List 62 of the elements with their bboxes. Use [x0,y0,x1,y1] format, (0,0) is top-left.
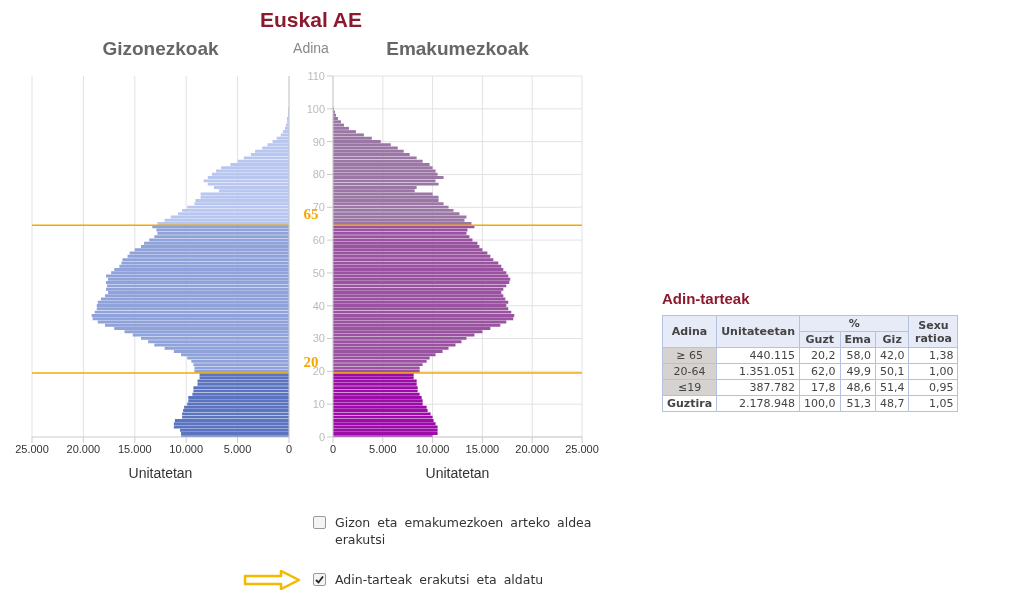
text: 51,3 [846,397,871,410]
text: 58,0 [846,349,871,362]
text: 49,9 [846,365,871,378]
y-tick-label: 10 [312,398,325,411]
x-tick-label: 10.000 [415,442,450,455]
y-tick-label: 110 [307,69,325,82]
x-tick-label: 20.000 [66,442,101,455]
category-label: 20-64 [673,365,706,378]
y-tick-label: 90 [312,135,325,148]
x-tick-label: 0 [285,442,293,455]
text: Gizon eta emakumezkoen arteko aldea erakutsi [335,514,593,548]
text: 48,6 [846,381,871,394]
text: 440.115 [749,349,796,362]
x-tick-label: 25.000 [565,442,599,455]
text: 0,95 [928,381,954,394]
text: Adina [662,315,717,348]
x-axis-title: Unitatetan [425,465,490,481]
text: % [799,315,909,332]
text: 51,4 [879,381,905,394]
text: 48,7 [879,397,905,410]
x-tick-label: 5.000 [223,442,252,455]
y-tick-label: 60 [312,234,325,246]
y-tick-label: 100 [306,102,325,115]
x-tick-label: 10.000 [169,442,204,455]
text: 1,05 [928,397,954,410]
text: 2.178.948 [739,397,796,410]
text: 17,8 [811,381,836,394]
category-label: ≤19 [677,381,702,394]
chart-title: Euskal AE [259,8,363,32]
y-tick-label: 80 [312,168,325,181]
x-tick-label: 15.000 [117,442,152,455]
category-label: Sexu ratioa [908,315,958,348]
category-label: ≥ 65 [676,349,703,362]
text: 50,1 [879,365,905,378]
text: 62,0 [811,365,836,378]
y-tick-label: 50 [312,266,325,279]
text: Adin-tarteak [662,290,751,307]
text: 1.351.051 [739,365,796,378]
x-tick-label: 0 [329,442,337,455]
category-label: Guztira [667,397,713,410]
category-label: Giz [875,331,909,348]
y-tick-label: 0 [318,430,325,443]
y-tick-label: 30 [312,332,325,345]
chart-subtitle: Emakumezkoak [385,38,530,60]
x-tick-label: 25.000 [15,442,49,455]
y-axis-title: Adina [292,40,330,56]
x-tick-label: 5.000 [369,442,397,455]
y-tick-label: 40 [312,299,325,312]
text: Adin-tarteak erakutsi eta aldatu [335,571,544,588]
text: 387.782 [749,381,796,394]
text: 100,0 [804,397,836,410]
text: 1,00 [928,365,954,378]
x-tick-label: 15.000 [465,442,500,455]
text: 42,0 [879,349,905,362]
category-label: Ema [840,331,876,348]
x-axis-title: Unitatetan [128,465,193,481]
text: 1,38 [928,349,954,362]
text: 20,2 [811,349,836,362]
category-label: Guzt [799,331,841,348]
chart-subtitle: Gizonezkoak [101,38,220,60]
category-label: Unitateetan [716,315,800,348]
x-tick-label: 20.000 [515,442,550,455]
